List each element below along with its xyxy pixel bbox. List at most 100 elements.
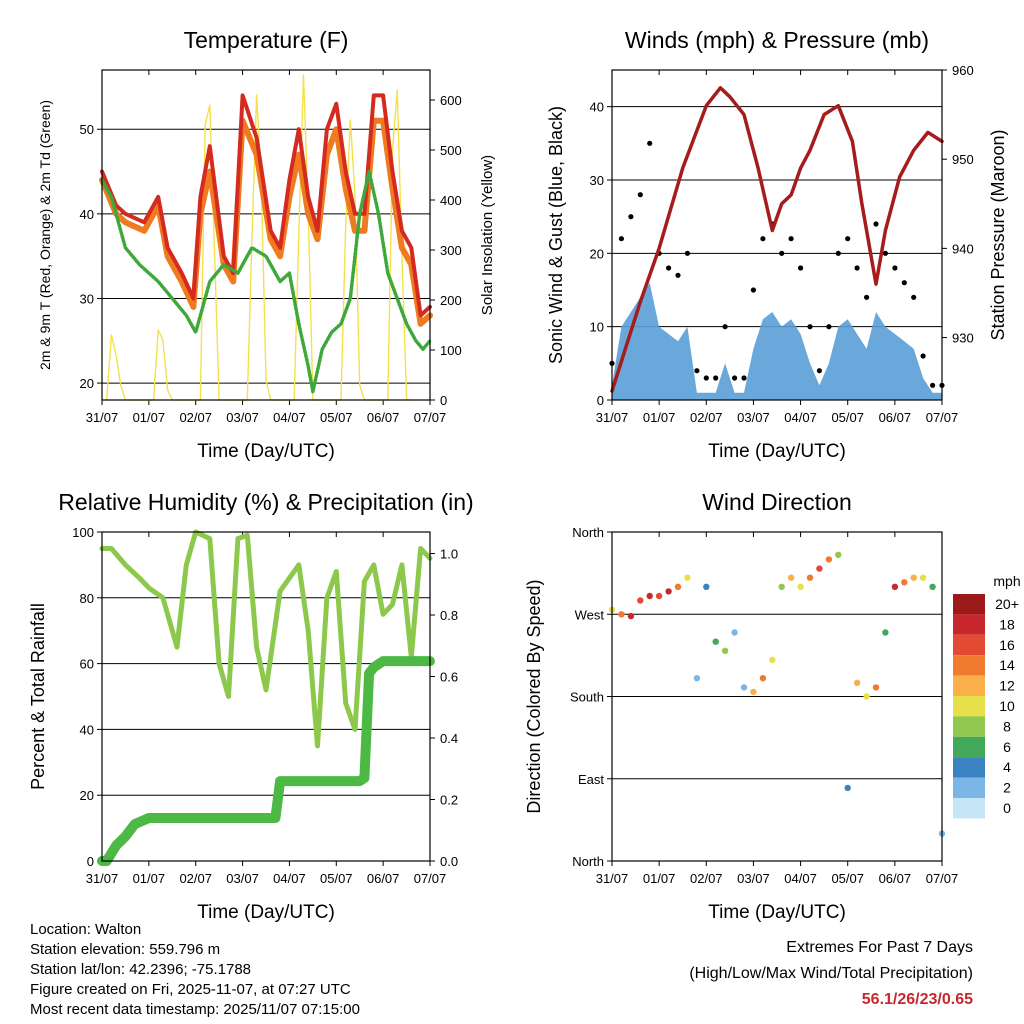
temperature-ylabel: 2m & 9m T (Red, Orange) & 2m Td (Green) (37, 100, 53, 370)
colorbar-swatch (953, 696, 985, 717)
temperature-y2tick-label: 100 (440, 343, 462, 358)
direction-point (637, 597, 644, 604)
humidity-y2tick-label: 0.0 (440, 854, 458, 869)
colorbar-swatch (953, 798, 985, 819)
direction-xtick-label: 06/07 (879, 871, 912, 886)
temperature-y2tick-label: 0 (440, 393, 447, 408)
direction-xtick-label: 31/07 (596, 871, 629, 886)
temperature-y2label: Solar Insolation (Yellow) (479, 155, 496, 315)
direction-ytick-label: West (575, 607, 605, 622)
direction-xtick-label: 04/07 (784, 871, 817, 886)
temperature-xtick-label: 06/07 (367, 410, 400, 425)
gust-point (722, 324, 728, 330)
temperature-frame (101, 69, 431, 401)
temperature-xtick-label: 01/07 (133, 410, 166, 425)
direction-point (797, 583, 804, 590)
temperature-title: Temperature (F) (184, 27, 349, 53)
colorbar-swatch (953, 655, 985, 676)
direction-point (655, 592, 663, 600)
extremes-subtitle: (High/Low/Max Wind/Total Precipitation) (689, 965, 973, 982)
colorbar-label: 4 (1003, 759, 1011, 775)
gust-point (835, 250, 841, 256)
humidity-xtick-label: 04/07 (273, 871, 306, 886)
gust-point (816, 368, 823, 374)
winds-title: Winds (mph) & Pressure (mb) (625, 27, 929, 53)
colorbar-label: 12 (999, 678, 1015, 694)
gust-point (675, 272, 681, 278)
gust-point (760, 236, 766, 242)
gust-point (684, 250, 691, 256)
gust-point (694, 368, 700, 374)
humidity-y2tick-label: 0.4 (440, 731, 458, 746)
temp-2m-line (100, 93, 432, 318)
temperature-xtick-label: 04/07 (273, 410, 306, 425)
direction-point (853, 679, 861, 686)
station-info: Location: Walton Station elevation: 559.… (30, 920, 360, 1020)
humidity-xtick-label: 06/07 (367, 871, 400, 886)
direction-point (731, 629, 738, 636)
gust-point (628, 214, 634, 220)
colorbar-swatch (953, 716, 985, 737)
temperature-xlabel: Time (Day/UTC) (197, 441, 335, 462)
created-text: Figure created on Fri, 2025-11-07, at 07… (30, 981, 351, 998)
latlon-text: Station lat/lon: 42.2396; -75.1788 (30, 961, 252, 978)
winds-panel: Winds (mph) & Pressure (mb) 0 10 20 30 40 930 9… (546, 27, 1008, 462)
direction-point (740, 684, 748, 691)
dewpoint-line (100, 169, 432, 394)
direction-point (769, 656, 776, 664)
temperature-y2tick-label: 300 (440, 243, 462, 258)
temperature-xtick-label: 31/07 (86, 410, 119, 425)
colorbar-label: 10 (999, 698, 1015, 714)
direction-xlabel: Time (Day/UTC) (708, 902, 846, 923)
winds-xtick-label: 07/07 (926, 410, 959, 425)
direction-point (684, 574, 691, 581)
direction-point (627, 612, 635, 620)
gust-point (807, 324, 813, 330)
colorbar-label: 16 (999, 637, 1015, 653)
direction-xtick-label: 01/07 (643, 871, 676, 886)
location-text: Location: Walton (30, 921, 142, 938)
colorbar-swatch (953, 614, 985, 635)
humidity-ytick-label: 80 (80, 591, 94, 606)
winds-xtick-label: 01/07 (643, 410, 676, 425)
humidity-ytick-label: 0 (87, 854, 94, 869)
humidity-xtick-label: 03/07 (226, 871, 259, 886)
temperature-y2tick-label: 600 (440, 93, 462, 108)
winds-xtick-label: 05/07 (831, 410, 864, 425)
winds-ytick-label: 20 (590, 246, 604, 261)
winds-xtick-label: 31/07 (596, 410, 629, 425)
colorbar-swatch (953, 675, 985, 696)
colorbar-label: 6 (1003, 739, 1011, 755)
temperature-ytick-label: 40 (80, 207, 94, 222)
extremes-title: Extremes For Past 7 Days (786, 939, 973, 956)
humidity-y2tick-label: 0.2 (440, 793, 458, 808)
elevation-text: Station elevation: 559.796 m (30, 941, 221, 958)
solar-insolation-line (106, 74, 412, 401)
precipitation-line (97, 656, 435, 866)
temperature-xtick-label: 03/07 (226, 410, 259, 425)
direction-point (787, 574, 795, 581)
colorbar-label: 14 (999, 657, 1015, 673)
humidity-xtick-label: 05/07 (320, 871, 353, 886)
gust-point (618, 236, 625, 242)
temperature-y2tick-label: 400 (440, 193, 462, 208)
direction-ytick-label: South (570, 690, 604, 705)
direction-point (872, 684, 880, 691)
recent-text: Most recent data timestamp: 2025/11/07 0… (30, 1001, 360, 1018)
colorbar-label: 0 (1003, 800, 1011, 816)
direction-point (806, 574, 814, 581)
direction-point (618, 611, 625, 618)
gust-point (892, 265, 898, 271)
humidity-xtick-label: 07/07 (414, 871, 447, 886)
direction-point (778, 583, 785, 590)
winds-y2tick-label: 940 (952, 241, 974, 256)
colorbar-swatch (953, 594, 985, 615)
temperature-xtick-label: 02/07 (179, 410, 212, 425)
direction-ytick-label: North (572, 854, 604, 869)
gust-point (930, 382, 936, 388)
extremes-block: Extremes For Past 7 Days (High/Low/Max W… (689, 935, 973, 1013)
temperature-y2tick-label: 200 (440, 293, 462, 308)
gust-point (732, 375, 738, 381)
direction-frame (611, 531, 943, 862)
temperature-ytick-label: 20 (80, 376, 94, 391)
